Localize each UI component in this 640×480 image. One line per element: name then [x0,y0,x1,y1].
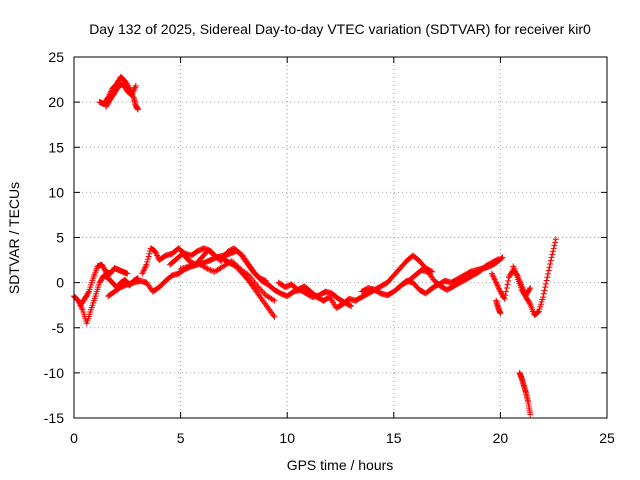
data-point [502,292,509,299]
y-tick-label: -5 [52,320,65,336]
data-point [207,266,214,273]
grid [74,57,607,418]
data-point [144,258,151,265]
y-tick-label: 5 [56,230,64,246]
axis-ticks [73,56,608,419]
data-point [85,289,92,296]
data-point [526,286,533,293]
data-point [547,257,554,264]
x-tick-label: 20 [493,430,509,446]
data-point [187,262,194,269]
data-point [552,239,559,246]
data-point [271,313,278,320]
data-point [499,254,506,261]
x-axis-label: GPS time / hours [287,457,394,473]
data-point [545,270,552,277]
x-tick-label: 0 [70,430,78,446]
data-point [501,295,508,302]
plot-frame [73,56,608,419]
data-point [548,254,555,261]
data-point [497,310,504,317]
data-point [271,297,278,304]
y-tick-label: -10 [44,365,64,381]
data-point [348,303,355,310]
x-tick-label: 25 [599,430,615,446]
data-point [188,262,195,269]
data-point [526,300,533,307]
data-point [228,257,235,264]
data-point [534,309,541,316]
data-point [504,281,511,288]
data-point [552,236,559,243]
data-point [146,250,153,257]
y-tick-label: -15 [44,410,64,426]
data-point [547,260,554,267]
data-point [204,265,211,272]
data-point [234,263,241,270]
x-tick-label: 10 [279,430,295,446]
data-point [549,251,556,258]
x-tick-label: 5 [177,430,185,446]
data-point [535,309,542,316]
data-point [503,285,510,292]
y-tick-label: 20 [48,94,64,110]
data-point [124,270,131,277]
y-axis-label: SDTVAR / TECUs [6,182,22,294]
data-point [505,277,512,284]
data-point [206,266,213,273]
data-point [186,263,193,270]
data-point [543,277,550,284]
x-tick-label: 15 [386,430,402,446]
data-point [244,271,251,278]
chart-title: Day 132 of 2025, Sidereal Day-to-day VTE… [89,21,591,37]
data-point [503,288,510,295]
data-point [542,284,549,291]
data-point [143,261,150,268]
y-tick-label: 0 [56,275,64,291]
data-point [269,296,276,303]
data-point [230,259,237,266]
data-points [71,73,559,418]
data-point [540,294,547,301]
data-point [190,261,197,268]
data-point [134,106,141,113]
data-point [544,274,551,281]
data-point [144,256,151,263]
data-point [546,264,553,271]
data-point [540,290,547,297]
data-point [347,302,354,309]
data-point [145,253,152,260]
y-tick-label: 10 [48,184,64,200]
data-point [527,411,534,418]
y-tick-label: 15 [48,139,64,155]
data-point [551,242,558,249]
data-point [231,260,238,267]
data-point [527,285,534,292]
data-point [203,265,210,272]
y-tick-label: 25 [48,49,64,65]
data-point [494,256,501,263]
data-point [233,262,240,269]
data-point [541,287,548,294]
data-point [495,256,502,263]
data-point [549,248,556,255]
tick-labels: 0 5 10 15 20 25 -15 -10 -5 0 5 10 15 20 25 [44,49,615,446]
data-point [542,280,549,287]
data-point [550,245,557,252]
data-point [545,267,552,274]
data-point [498,255,505,262]
data-point [132,82,139,89]
